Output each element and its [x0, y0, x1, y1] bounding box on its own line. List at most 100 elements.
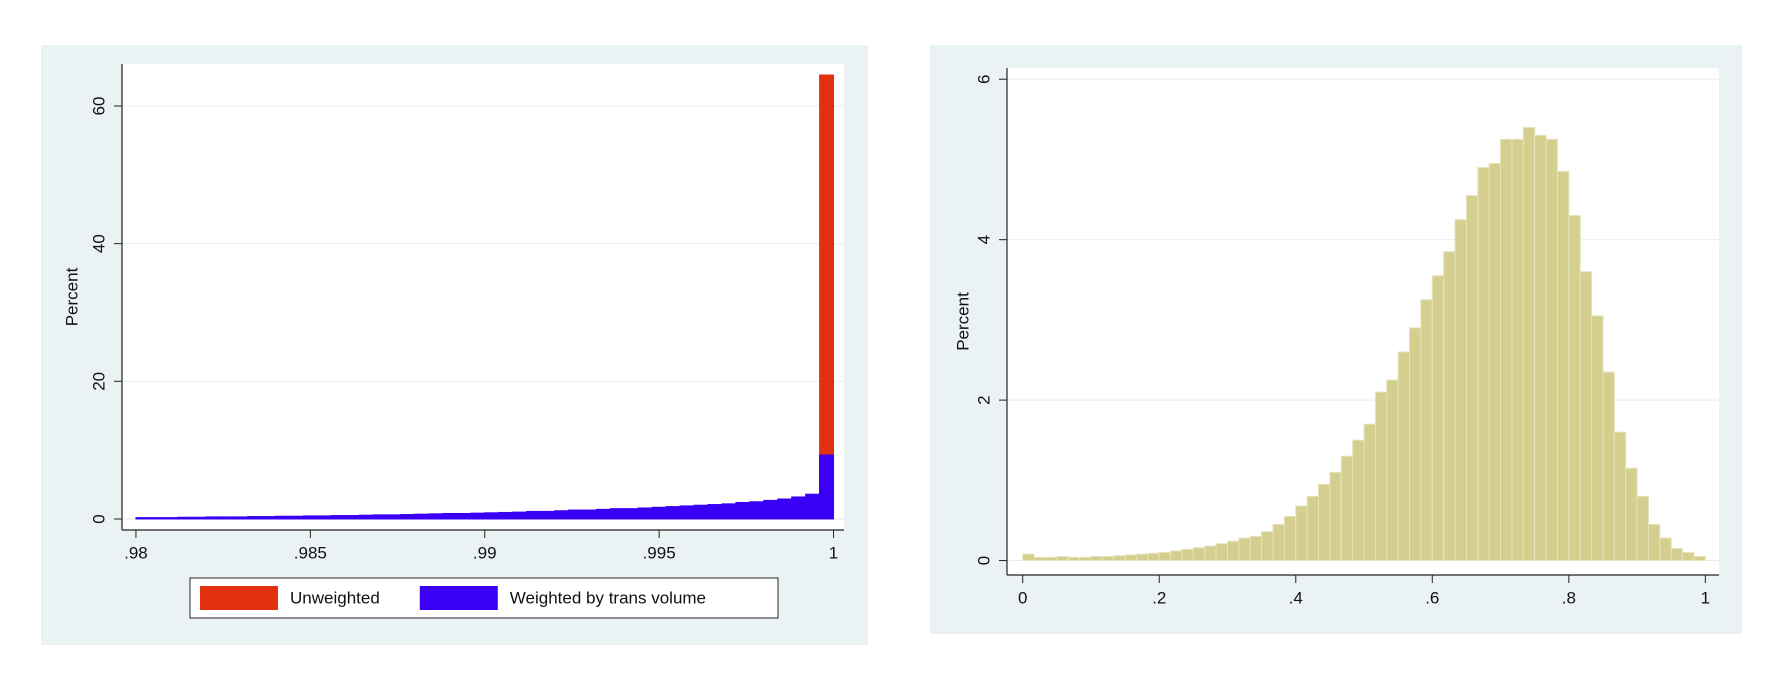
bar [1534, 134, 1547, 562]
bar [1443, 251, 1456, 562]
y-tick-label: 2 [974, 395, 993, 404]
y-tick-label: 0 [974, 556, 993, 565]
bar [358, 514, 374, 520]
bar [1079, 556, 1092, 562]
bar [819, 74, 835, 520]
bar [1397, 351, 1411, 562]
bar [1113, 555, 1126, 562]
bar [1022, 553, 1035, 562]
bar [484, 512, 500, 520]
bar [163, 517, 179, 520]
bar [1568, 215, 1581, 562]
bar [274, 515, 290, 520]
bar [205, 516, 221, 520]
bar [1283, 515, 1297, 562]
bar [316, 515, 332, 520]
bar [1067, 556, 1081, 562]
bar [540, 510, 556, 520]
bar [707, 504, 723, 520]
bar [567, 509, 583, 520]
bar [819, 454, 835, 520]
bar [233, 516, 249, 520]
bar [1044, 556, 1058, 562]
y-tick-label: 40 [89, 234, 108, 253]
y-tick-label: 0 [89, 514, 108, 523]
bar [400, 514, 416, 520]
bar [1374, 391, 1388, 562]
bar [526, 510, 542, 520]
bar [1192, 547, 1206, 562]
bar [805, 493, 821, 520]
legend-label: Unweighted [290, 588, 380, 607]
bar [1363, 423, 1376, 562]
legend: Unweighted Weighted by trans volume [189, 577, 779, 619]
bar [1693, 556, 1706, 562]
bar [1329, 471, 1342, 562]
bar [665, 506, 681, 520]
legend-swatch [200, 586, 278, 610]
bar [1261, 531, 1274, 562]
bar [1272, 523, 1285, 562]
bar [1511, 138, 1524, 562]
bar [1465, 195, 1479, 562]
bar [735, 501, 751, 520]
bar [1090, 556, 1103, 562]
bar [749, 501, 765, 520]
x-tick-label: .99 [473, 543, 497, 562]
bar [1556, 170, 1570, 562]
bar [1670, 548, 1684, 562]
bar [763, 499, 779, 520]
bar [1147, 552, 1160, 562]
bar [386, 514, 402, 520]
x-tick-label: .6 [1425, 588, 1439, 607]
bar [1602, 371, 1615, 562]
bar [1306, 495, 1319, 562]
bar [1545, 138, 1558, 562]
bar [623, 508, 639, 520]
x-tick-label: .2 [1152, 588, 1166, 607]
bar [191, 516, 207, 520]
bar [679, 505, 695, 520]
bar [609, 508, 625, 520]
bar [247, 516, 263, 520]
bar [1386, 379, 1399, 562]
bar [1659, 537, 1672, 562]
bar [721, 503, 737, 520]
y-axis-title: Percent [953, 292, 972, 351]
bar [219, 516, 235, 520]
bar [372, 514, 388, 520]
bar [302, 515, 318, 520]
bar [1226, 540, 1240, 562]
bar [288, 515, 304, 520]
x-tick-label: .4 [1289, 588, 1303, 607]
bar [777, 498, 793, 520]
x-tick-label: 1 [829, 543, 838, 562]
x-tick-label: .98 [124, 543, 148, 562]
bar [1317, 483, 1331, 562]
bar [1033, 556, 1046, 562]
bar [1170, 550, 1183, 562]
bar [261, 516, 276, 520]
bar [1591, 315, 1604, 562]
bar [1682, 552, 1695, 562]
bar [1636, 495, 1649, 562]
bar [177, 516, 193, 520]
bar [512, 511, 528, 520]
y-tick-label: 60 [89, 97, 108, 116]
bar [1500, 138, 1513, 562]
bar [1101, 556, 1115, 562]
bar [1238, 537, 1251, 562]
bar [498, 511, 514, 520]
x-tick-label: .985 [294, 543, 327, 562]
y-tick-label: 6 [974, 74, 993, 83]
bar [1295, 505, 1308, 562]
bar [1522, 126, 1536, 562]
bar [414, 513, 430, 520]
bar [442, 512, 458, 520]
bar [1613, 431, 1627, 562]
bar [1249, 535, 1263, 562]
bar [135, 517, 151, 520]
x-tick-label: 0 [1018, 588, 1027, 607]
